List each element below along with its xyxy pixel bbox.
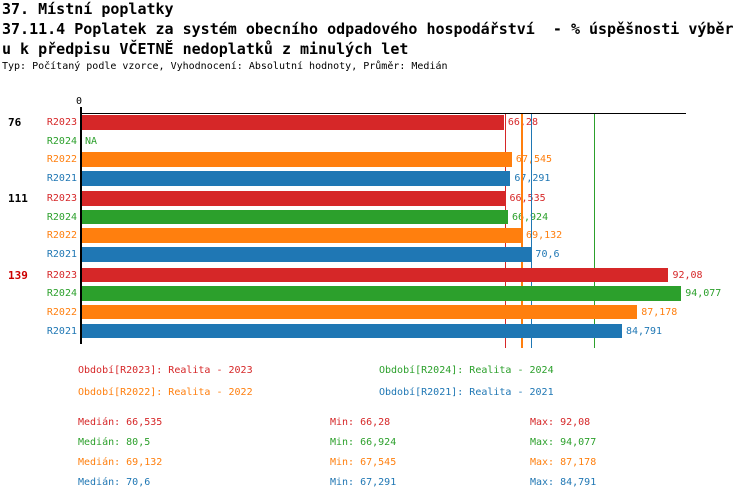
stat-median-R2021: Medián: 70,6 bbox=[78, 477, 151, 488]
stat-max-R2024: Max: 94,077 bbox=[530, 437, 597, 448]
x-axis-line bbox=[80, 112, 686, 114]
series-row-label: R2021 bbox=[46, 173, 77, 185]
bar-value-label: 69,132 bbox=[526, 230, 563, 242]
report-title: 37. Místní poplatky bbox=[2, 0, 174, 18]
stat-min-R2023: Min: 66,28 bbox=[330, 417, 391, 428]
bar-R2021 bbox=[81, 247, 532, 262]
median-line-R2024 bbox=[593, 113, 596, 348]
bar-R2023 bbox=[81, 267, 669, 282]
series-row-label: R2023 bbox=[46, 117, 77, 128]
bar-value-label: 67,545 bbox=[515, 154, 553, 166]
bar-value-label: 94,077 bbox=[685, 288, 722, 300]
series-row-label: R2021 bbox=[46, 249, 77, 261]
chart-meta-info: Typ: Počítaný podle vzorce, Vyhodnocení:… bbox=[2, 61, 448, 72]
bar-value-label: 67,291 bbox=[514, 173, 551, 185]
stat-median-R2022: Medián: 69,132 bbox=[78, 457, 163, 468]
bar-value-label: 87,178 bbox=[641, 306, 678, 318]
stat-max-R2021: Max: 84,791 bbox=[530, 477, 597, 488]
stat-median-R2024: Medián: 80,5 bbox=[78, 437, 151, 448]
series-row-label: R2023 bbox=[46, 269, 77, 281]
stat-min-R2024: Min: 66,924 bbox=[330, 437, 397, 448]
bar-value-label: 84,791 bbox=[625, 325, 663, 337]
bar-R2022 bbox=[81, 304, 638, 320]
stat-min-R2021: Min: 67,291 bbox=[330, 477, 397, 488]
bar-R2024 bbox=[81, 286, 682, 301]
legend-item-R2021: Období[R2021]: Realita - 2021 bbox=[379, 387, 554, 398]
bar-value-label: 66,28 bbox=[507, 117, 538, 128]
legend-item-R2024: Období[R2024]: Realita - 2024 bbox=[379, 365, 554, 376]
bar-value-label: 66,535 bbox=[509, 193, 546, 204]
bar-value-label: 92,08 bbox=[672, 269, 703, 281]
series-row-label: R2021 bbox=[46, 325, 77, 337]
series-row-label: R2022 bbox=[46, 306, 77, 318]
bar-R2021 bbox=[81, 171, 511, 186]
bar-value-label: NA bbox=[85, 135, 98, 147]
stat-max-R2022: Max: 87,178 bbox=[530, 457, 597, 468]
series-row-label: R2024 bbox=[46, 135, 77, 147]
y-axis-line bbox=[79, 107, 82, 344]
chart-title-line-2: u k předpisu VČETNĚ nedoplatků z minulýc… bbox=[2, 40, 409, 58]
group-label: 139 bbox=[8, 268, 28, 282]
stat-median-R2023: Medián: 66,535 bbox=[78, 417, 163, 428]
series-row-label: R2022 bbox=[46, 154, 77, 166]
median-line-R2021 bbox=[530, 113, 533, 348]
bar-value-label: 66,924 bbox=[512, 212, 548, 223]
stat-max-R2023: Max: 92,08 bbox=[530, 417, 591, 428]
bar-value-label: 70,6 bbox=[535, 249, 560, 261]
chart-title-line-1: 37.11.4 Poplatek za systém obecního odpa… bbox=[2, 20, 734, 38]
group-label: 76 bbox=[8, 116, 22, 129]
bar-R2023 bbox=[81, 191, 506, 206]
series-row-label: R2022 bbox=[46, 230, 77, 242]
bar-R2022 bbox=[81, 152, 512, 167]
bar-R2022 bbox=[81, 228, 523, 243]
group-label: 111 bbox=[8, 192, 28, 205]
bar-R2021 bbox=[81, 323, 622, 339]
stat-min-R2022: Min: 67,545 bbox=[330, 457, 397, 468]
series-row-label: R2024 bbox=[46, 288, 77, 300]
legend-item-R2022: Období[R2022]: Realita - 2022 bbox=[78, 387, 253, 398]
bar-R2024 bbox=[81, 209, 508, 225]
x-axis-origin-label: 0 bbox=[76, 96, 83, 107]
median-line-R2022 bbox=[521, 113, 523, 348]
series-row-label: R2023 bbox=[46, 193, 77, 204]
bar-R2023 bbox=[81, 115, 504, 130]
legend-item-R2023: Období[R2023]: Realita - 2023 bbox=[78, 365, 253, 376]
series-row-label: R2024 bbox=[46, 211, 77, 223]
